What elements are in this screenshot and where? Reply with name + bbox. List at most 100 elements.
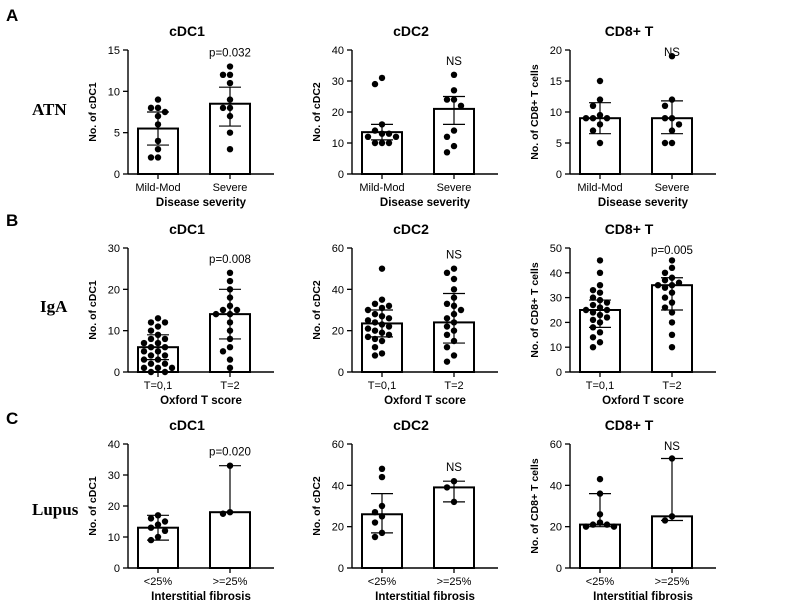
data-point xyxy=(603,521,611,528)
y-tick-label: 40 xyxy=(108,439,120,451)
data-point xyxy=(219,71,227,78)
data-point xyxy=(147,352,155,359)
data-point xyxy=(668,289,676,296)
data-point xyxy=(668,264,676,272)
bar xyxy=(209,511,251,569)
y-axis-label: No. of cDC1 xyxy=(87,476,99,536)
chart-title: cDC1 xyxy=(169,417,205,433)
chart-title: CD8+ T xyxy=(605,23,654,39)
data-point xyxy=(364,317,372,324)
y-tick-label: 10 xyxy=(108,532,120,544)
x-tick-label: Mild-Mod xyxy=(359,182,404,194)
data-point xyxy=(378,74,386,82)
data-point xyxy=(596,289,604,296)
data-point xyxy=(443,323,451,330)
data-point xyxy=(589,334,597,341)
y-tick-label: 10 xyxy=(108,86,120,98)
data-point xyxy=(596,339,604,346)
data-point xyxy=(212,310,220,318)
y-tick-label: 40 xyxy=(550,480,562,492)
data-point xyxy=(364,333,372,341)
data-point xyxy=(226,96,234,103)
significance-label: p=0.020 xyxy=(209,447,251,459)
significance-label: NS xyxy=(446,250,462,262)
x-tick-label: <25% xyxy=(368,576,397,588)
x-tick-label: T=2 xyxy=(662,380,681,392)
data-point xyxy=(154,146,162,153)
y-tick-label: 20 xyxy=(550,522,562,534)
y-tick-label: 10 xyxy=(550,107,562,119)
data-point xyxy=(147,536,155,544)
x-tick-label: Mild-Mod xyxy=(135,182,180,194)
x-tick-label: >=25% xyxy=(213,576,248,588)
x-axis-label: Oxford T score xyxy=(602,395,684,407)
data-point xyxy=(226,364,234,372)
y-tick-label: 0 xyxy=(338,367,344,379)
data-point xyxy=(378,313,386,320)
y-tick-label: 30 xyxy=(332,76,344,88)
data-point xyxy=(596,311,604,319)
data-point xyxy=(589,316,597,324)
data-point xyxy=(226,356,234,363)
data-point xyxy=(226,129,234,136)
data-point xyxy=(161,368,169,376)
data-point xyxy=(596,96,604,103)
data-point xyxy=(443,300,451,307)
y-tick-label: 15 xyxy=(108,45,120,57)
data-point xyxy=(161,108,169,116)
x-axis-label: Interstitial fibrosis xyxy=(375,591,475,603)
data-point xyxy=(589,301,597,309)
x-tick-label: Severe xyxy=(655,182,690,194)
row-letter-c: C xyxy=(6,409,19,428)
significance-label: p=0.008 xyxy=(209,254,251,266)
data-point xyxy=(226,63,234,70)
data-point xyxy=(226,344,234,351)
data-point xyxy=(661,277,669,284)
data-point xyxy=(443,315,451,322)
data-point xyxy=(219,104,227,112)
data-point xyxy=(226,286,234,293)
data-point xyxy=(371,80,379,88)
data-point xyxy=(668,96,676,103)
data-point xyxy=(596,475,604,483)
data-point xyxy=(371,310,379,318)
data-point xyxy=(161,527,169,534)
y-tick-label: 20 xyxy=(550,317,562,329)
data-point xyxy=(147,154,155,161)
data-point xyxy=(668,319,676,326)
data-point xyxy=(147,344,155,351)
data-point xyxy=(154,331,162,338)
data-point xyxy=(668,331,676,338)
data-point xyxy=(161,335,169,343)
bar xyxy=(579,523,621,569)
data-point xyxy=(226,319,234,326)
data-point xyxy=(457,306,465,314)
data-point xyxy=(450,96,458,103)
chart-title: cDC2 xyxy=(393,417,429,433)
data-point xyxy=(147,368,155,376)
y-tick-label: 5 xyxy=(114,128,120,140)
data-point xyxy=(443,358,451,365)
data-point xyxy=(364,306,372,314)
data-point xyxy=(661,269,669,276)
data-point xyxy=(378,265,386,272)
data-point xyxy=(140,356,148,363)
data-point xyxy=(154,96,162,103)
x-tick-label: T=0,1 xyxy=(368,380,396,392)
x-axis-label: Disease severity xyxy=(598,197,689,209)
y-tick-label: 40 xyxy=(332,284,344,296)
y-tick-label: 0 xyxy=(556,169,562,181)
y-tick-label: 50 xyxy=(550,243,562,255)
data-point xyxy=(226,71,234,78)
data-point xyxy=(668,127,676,134)
y-axis-label: No. of cDC2 xyxy=(311,82,323,142)
data-point xyxy=(154,315,162,322)
data-point xyxy=(675,121,683,128)
data-point xyxy=(147,104,155,112)
data-point xyxy=(654,282,662,289)
chart-title: CD8+ T xyxy=(605,221,654,237)
y-axis-label: No. of cDC2 xyxy=(311,280,323,340)
data-point xyxy=(443,331,451,338)
x-tick-label: T=2 xyxy=(444,380,463,392)
y-tick-label: 60 xyxy=(550,439,562,451)
